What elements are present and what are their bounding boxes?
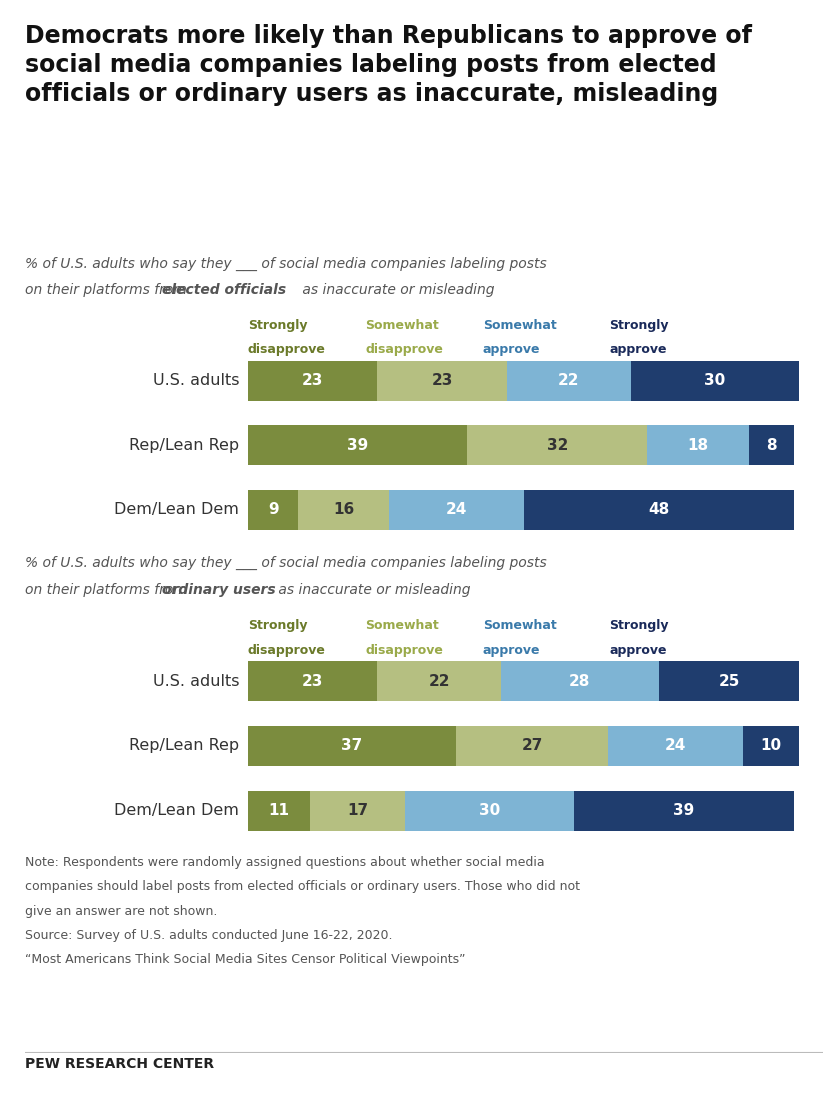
Text: Note: Respondents were randomly assigned questions about whether social media: Note: Respondents were randomly assigned… <box>25 856 545 869</box>
Bar <box>310 791 406 831</box>
Bar <box>501 661 659 701</box>
Text: 32: 32 <box>547 438 568 452</box>
Bar <box>743 726 800 766</box>
Text: 39: 39 <box>674 803 695 818</box>
Text: Dem/Lean Dem: Dem/Lean Dem <box>114 502 239 518</box>
Text: 11: 11 <box>268 803 289 818</box>
Text: ordinary users: ordinary users <box>162 583 276 597</box>
Bar <box>523 490 794 530</box>
Text: 22: 22 <box>428 674 450 689</box>
Text: 24: 24 <box>664 739 686 753</box>
Text: elected officials: elected officials <box>162 283 286 298</box>
Bar <box>608 726 743 766</box>
Text: approve: approve <box>609 343 666 356</box>
Text: disapprove: disapprove <box>248 343 326 356</box>
Text: companies should label posts from elected officials or ordinary users. Those who: companies should label posts from electe… <box>25 880 580 894</box>
Bar <box>456 726 608 766</box>
Bar <box>248 361 377 400</box>
Bar <box>748 425 794 466</box>
Text: 16: 16 <box>333 502 354 518</box>
Text: disapprove: disapprove <box>248 644 326 657</box>
Bar <box>248 425 467 466</box>
Text: % of U.S. adults who say they ___ of social media companies labeling posts: % of U.S. adults who say they ___ of soc… <box>25 257 547 271</box>
Text: give an answer are not shown.: give an answer are not shown. <box>25 905 218 918</box>
Text: 37: 37 <box>341 739 363 753</box>
Text: “Most Americans Think Social Media Sites Censor Political Viewpoints”: “Most Americans Think Social Media Sites… <box>25 953 465 967</box>
Text: 10: 10 <box>761 739 782 753</box>
Text: Somewhat: Somewhat <box>365 619 439 633</box>
Text: U.S. adults: U.S. adults <box>153 674 239 689</box>
Bar <box>248 726 456 766</box>
Bar <box>467 425 648 466</box>
Text: 48: 48 <box>648 502 669 518</box>
Text: Somewhat: Somewhat <box>483 619 557 633</box>
Text: Strongly: Strongly <box>248 619 307 633</box>
Text: approve: approve <box>609 644 666 657</box>
Text: disapprove: disapprove <box>365 644 444 657</box>
Bar <box>377 361 507 400</box>
Text: 24: 24 <box>445 502 467 518</box>
Bar <box>388 490 523 530</box>
Bar <box>377 661 501 701</box>
Text: approve: approve <box>483 343 540 356</box>
Text: Democrats more likely than Republicans to approve of
social media companies labe: Democrats more likely than Republicans t… <box>25 24 752 106</box>
Text: Source: Survey of U.S. adults conducted June 16-22, 2020.: Source: Survey of U.S. adults conducted … <box>25 929 393 942</box>
Bar <box>298 490 388 530</box>
Text: on their platforms from: on their platforms from <box>25 283 192 298</box>
Text: disapprove: disapprove <box>365 343 444 356</box>
Text: % of U.S. adults who say they ___ of social media companies labeling posts: % of U.S. adults who say they ___ of soc… <box>25 556 547 571</box>
Bar <box>575 791 794 831</box>
Text: 28: 28 <box>570 674 591 689</box>
Text: Strongly: Strongly <box>248 319 307 332</box>
Bar <box>631 361 800 400</box>
Text: 22: 22 <box>558 373 580 388</box>
Text: Dem/Lean Dem: Dem/Lean Dem <box>114 803 239 818</box>
Bar <box>406 791 575 831</box>
Text: 23: 23 <box>302 373 323 388</box>
Text: 27: 27 <box>522 739 543 753</box>
Text: Rep/Lean Rep: Rep/Lean Rep <box>129 739 239 753</box>
Text: 39: 39 <box>347 438 368 452</box>
Text: Somewhat: Somewhat <box>365 319 439 332</box>
Text: approve: approve <box>483 644 540 657</box>
Bar <box>659 661 800 701</box>
Bar <box>507 361 631 400</box>
Text: Strongly: Strongly <box>609 319 669 332</box>
Text: 23: 23 <box>431 373 453 388</box>
Text: Rep/Lean Rep: Rep/Lean Rep <box>129 438 239 452</box>
Text: Strongly: Strongly <box>609 619 669 633</box>
Text: as inaccurate or misleading: as inaccurate or misleading <box>298 283 495 298</box>
Text: on their platforms from: on their platforms from <box>25 583 192 597</box>
Text: Somewhat: Somewhat <box>483 319 557 332</box>
Text: as inaccurate or misleading: as inaccurate or misleading <box>274 583 470 597</box>
Text: 8: 8 <box>766 438 776 452</box>
Text: 18: 18 <box>687 438 709 452</box>
Text: 23: 23 <box>302 674 323 689</box>
Text: 30: 30 <box>704 373 726 388</box>
Text: PEW RESEARCH CENTER: PEW RESEARCH CENTER <box>25 1057 214 1072</box>
Bar <box>648 425 748 466</box>
Bar <box>248 661 377 701</box>
Bar <box>248 791 310 831</box>
Bar <box>248 490 298 530</box>
Text: 30: 30 <box>479 803 501 818</box>
Text: 17: 17 <box>347 803 368 818</box>
Text: U.S. adults: U.S. adults <box>153 373 239 388</box>
Text: 9: 9 <box>268 502 278 518</box>
Text: 25: 25 <box>718 674 740 689</box>
